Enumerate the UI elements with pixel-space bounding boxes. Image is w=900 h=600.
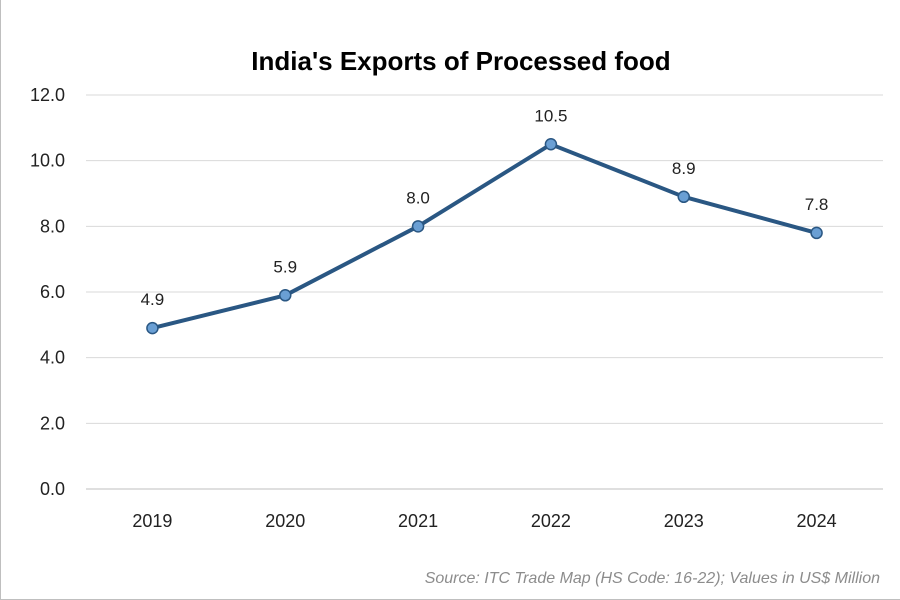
y-tick-label: 8.0 bbox=[40, 216, 65, 236]
data-point bbox=[677, 190, 690, 204]
data-label: 8.9 bbox=[672, 159, 696, 178]
y-axis: 0.0 2.0 4.0 6.0 8.0 10.0 12.0 bbox=[30, 85, 65, 499]
data-label: 5.9 bbox=[273, 257, 297, 276]
x-tick-label: 2024 bbox=[797, 511, 837, 531]
data-label: 10.5 bbox=[534, 106, 567, 125]
x-axis: 2019 2020 2021 2022 2023 2024 bbox=[132, 511, 836, 531]
gridlines bbox=[86, 94, 883, 490]
y-tick-label: 12.0 bbox=[30, 85, 65, 105]
y-tick-label: 6.0 bbox=[40, 282, 65, 302]
data-point bbox=[146, 321, 159, 335]
y-tick-label: 2.0 bbox=[40, 413, 65, 433]
x-tick-label: 2019 bbox=[132, 511, 172, 531]
data-label: 8.0 bbox=[406, 188, 430, 207]
x-tick-label: 2023 bbox=[664, 511, 704, 531]
series-line bbox=[150, 142, 819, 331]
y-tick-label: 4.0 bbox=[40, 348, 65, 368]
data-point bbox=[279, 289, 292, 302]
data-point bbox=[544, 138, 558, 151]
data-point bbox=[411, 220, 425, 233]
x-tick-label: 2020 bbox=[265, 511, 305, 531]
y-tick-label: 0.0 bbox=[40, 479, 65, 499]
series: 4.9 5.9 8.0 10.5 8.9 7.8 bbox=[141, 106, 829, 335]
data-label: 4.9 bbox=[141, 290, 165, 309]
y-tick-label: 10.0 bbox=[30, 151, 65, 171]
chart-title: India's Exports of Processed food bbox=[251, 46, 670, 76]
data-label: 7.8 bbox=[805, 195, 829, 214]
data-point bbox=[810, 226, 823, 240]
source-note: Source: ITC Trade Map (HS Code: 16-22); … bbox=[424, 570, 880, 587]
x-tick-label: 2022 bbox=[531, 511, 571, 531]
x-tick-label: 2021 bbox=[398, 511, 438, 531]
